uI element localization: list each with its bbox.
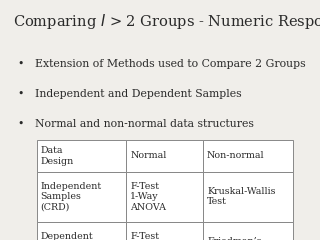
Text: Normal: Normal [130, 151, 167, 161]
Bar [37, 140, 126, 172]
Text: Normal and non-normal data structures: Normal and non-normal data structures [35, 119, 254, 129]
Text: Friedman’s
Test: Friedman’s Test [207, 238, 261, 240]
Bar [37, 222, 126, 240]
Bar [126, 222, 203, 240]
Text: Independent and Dependent Samples: Independent and Dependent Samples [35, 89, 242, 99]
Text: Extension of Methods used to Compare 2 Groups: Extension of Methods used to Compare 2 G… [35, 59, 306, 69]
Bar [203, 172, 293, 222]
Text: Non-normal: Non-normal [207, 151, 265, 161]
Text: •: • [18, 119, 24, 129]
Bar [203, 140, 293, 172]
Text: F-Test
1-Way
ANOVA: F-Test 1-Way ANOVA [130, 182, 166, 212]
Text: •: • [18, 89, 24, 99]
Bar [37, 172, 126, 222]
Bar [126, 140, 203, 172]
Bar [203, 222, 293, 240]
Bar [126, 172, 203, 222]
Text: Comparing $\it{I}$ > 2 Groups - Numeric Responses: Comparing $\it{I}$ > 2 Groups - Numeric … [13, 12, 320, 31]
Text: Kruskal-Wallis
Test: Kruskal-Wallis Test [207, 187, 276, 206]
Text: Independent
Samples
(CRD): Independent Samples (CRD) [41, 182, 102, 212]
Text: Dependent
Samples
(RBD): Dependent Samples (RBD) [41, 232, 93, 240]
Text: Data
Design: Data Design [41, 146, 74, 166]
Text: •: • [18, 59, 24, 69]
Text: F-Test
2-Way
ANOVA: F-Test 2-Way ANOVA [130, 232, 166, 240]
